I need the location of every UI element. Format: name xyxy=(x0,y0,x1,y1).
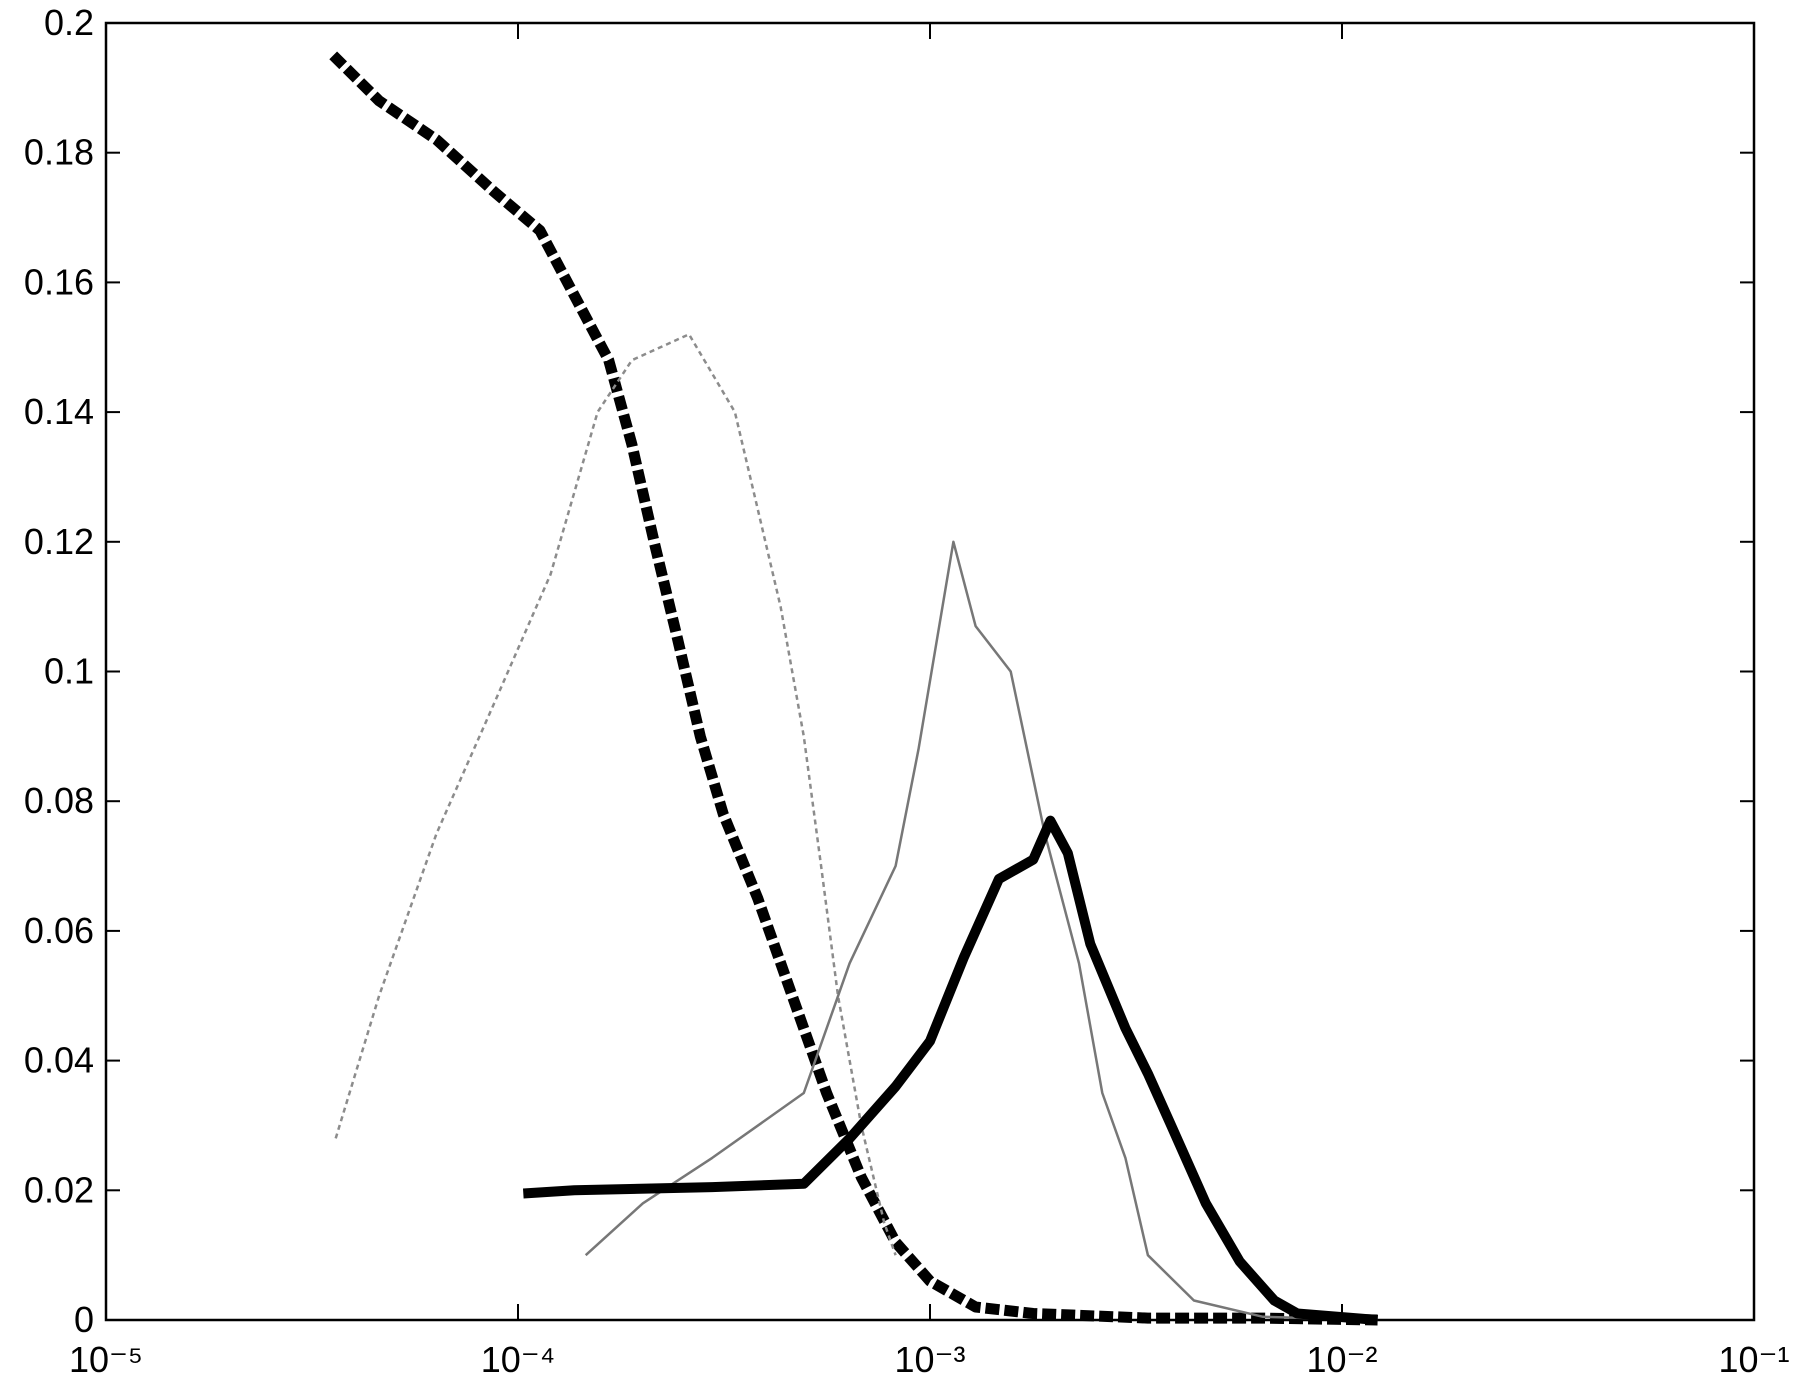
y-tick-label: 0.18 xyxy=(24,132,94,173)
y-tick-label: 0.14 xyxy=(24,391,94,432)
x-tick-label: 10⁻¹ xyxy=(1718,1339,1789,1380)
x-tick-label: 10⁻³ xyxy=(894,1339,965,1380)
y-tick-label: 0 xyxy=(74,1299,94,1340)
y-tick-label: 0.16 xyxy=(24,261,94,302)
x-tick-label: 10⁻² xyxy=(1306,1339,1377,1380)
axes-frame xyxy=(104,21,1756,1322)
y-tick-label: 0.04 xyxy=(24,1040,94,1081)
x-tick-label: 10⁻⁵ xyxy=(69,1339,143,1380)
y-tick-label: 0.06 xyxy=(24,910,94,951)
y-tick-label: 0.12 xyxy=(24,521,94,562)
y-tick-label: 0.2 xyxy=(44,2,94,43)
y-tick-label: 0.08 xyxy=(24,780,94,821)
data-line xyxy=(584,540,1378,1322)
y-tick-label: 0.02 xyxy=(24,1169,94,1210)
y-tick-label: 0.1 xyxy=(44,651,94,692)
data-line xyxy=(334,333,897,1256)
x-tick-label: 10⁻⁴ xyxy=(481,1339,556,1380)
data-line xyxy=(329,51,1378,1326)
data-line xyxy=(522,815,1379,1325)
